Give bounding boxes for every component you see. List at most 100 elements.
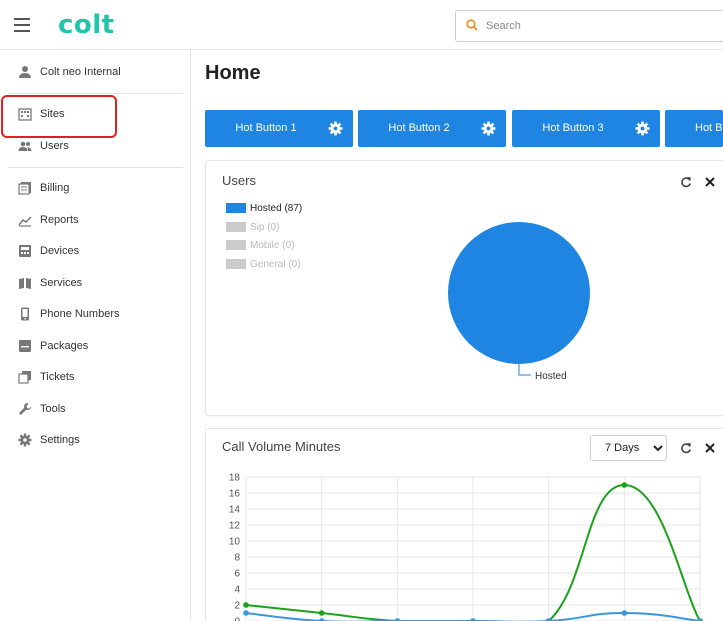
sidebar-item-label: Reports xyxy=(40,214,79,226)
series-point-0[interactable] xyxy=(243,602,249,608)
sidebar-item-tickets[interactable]: Tickets xyxy=(18,367,74,387)
sidebar-item-phone-numbers[interactable]: Phone Numbers xyxy=(18,304,120,324)
y-tick-label: 16 xyxy=(229,489,241,500)
series-line-0 xyxy=(245,483,701,621)
top-header: colt xyxy=(0,0,723,50)
hot-button-label: Hot Button 2 xyxy=(388,122,450,134)
series-point-1[interactable] xyxy=(318,618,325,621)
legend-swatch xyxy=(226,203,246,213)
users-card-title: Users xyxy=(222,173,256,188)
legend-label: Hosted (87) xyxy=(250,202,303,214)
pie-label-hosted: Hosted xyxy=(535,371,567,382)
series-point-0[interactable] xyxy=(318,610,325,616)
series-point-1[interactable] xyxy=(394,618,401,621)
sidebar-item-tools[interactable]: Tools xyxy=(18,399,66,419)
users-pie-chart: Hosted xyxy=(448,222,590,382)
page-title: Home xyxy=(205,62,261,84)
legend-label: Mobile (0) xyxy=(250,239,295,251)
refresh-icon[interactable] xyxy=(680,442,692,454)
reports-icon xyxy=(18,216,32,227)
refresh-icon[interactable] xyxy=(680,176,692,188)
building-icon xyxy=(18,108,32,121)
sidebar-item-label: Services xyxy=(40,277,83,289)
hot-button-1[interactable]: Hot Button 1 xyxy=(205,110,353,147)
legend-item-sip[interactable]: Sip (0) xyxy=(226,221,279,233)
search-icon xyxy=(466,19,478,31)
gear-icon[interactable] xyxy=(328,121,343,136)
series-point-1[interactable] xyxy=(243,610,249,616)
card-tools xyxy=(680,176,716,188)
account-item[interactable]: Colt neo Internal xyxy=(18,62,121,82)
sidebar-item-label: Billing xyxy=(40,182,70,194)
sidebar-item-settings[interactable]: Settings xyxy=(18,430,80,450)
y-tick-label: 14 xyxy=(229,505,241,516)
call-volume-title: Call Volume Minutes xyxy=(222,439,341,454)
sidebar-item-packages[interactable]: Packages xyxy=(18,336,88,356)
menu-icon[interactable] xyxy=(14,18,30,32)
close-icon[interactable] xyxy=(704,442,716,454)
sidebar-item-services[interactable]: Services xyxy=(18,273,82,293)
divider xyxy=(8,167,183,168)
sites-highlight-box xyxy=(1,95,117,138)
sidebar-item-users[interactable]: Users xyxy=(18,136,69,156)
y-tick-label: 18 xyxy=(229,473,241,484)
y-tick-label: 12 xyxy=(229,521,241,532)
sidebar-item-label: Packages xyxy=(40,340,89,352)
user-icon xyxy=(19,66,31,78)
y-tick-label: 10 xyxy=(229,537,241,548)
sidebar-item-reports[interactable]: Reports xyxy=(18,210,79,230)
sidebar-item-billing[interactable]: Billing xyxy=(18,178,69,198)
legend-swatch xyxy=(226,222,246,232)
series-point-0[interactable] xyxy=(621,482,628,488)
y-tick-label: 4 xyxy=(234,585,240,596)
search-input[interactable] xyxy=(486,17,716,35)
legend-swatch xyxy=(226,259,246,269)
legend-swatch xyxy=(226,240,246,250)
search-box[interactable] xyxy=(455,10,723,42)
hot-button-label: Hot Button 1 xyxy=(235,122,297,134)
devices-icon xyxy=(19,245,31,257)
y-tick-label: 8 xyxy=(234,553,240,564)
users-card: Users Hosted (87) Sip (0) Mobile (0) Gen… xyxy=(205,160,723,416)
phone-icon xyxy=(21,307,29,321)
gear-icon[interactable] xyxy=(635,121,650,136)
y-tick-label: 2 xyxy=(234,601,240,612)
range-select[interactable]: 7 Days xyxy=(590,435,667,461)
wrench-icon xyxy=(19,403,31,415)
sidebar-item-label: Tools xyxy=(40,403,66,415)
tickets-icon xyxy=(18,371,31,384)
legend-item-general[interactable]: General (0) xyxy=(226,258,301,270)
close-icon[interactable] xyxy=(704,176,716,188)
sidebar-item-label: Phone Numbers xyxy=(40,308,120,320)
sidebar-item-sites[interactable]: Sites xyxy=(18,104,64,124)
sidebar-item-devices[interactable]: Devices xyxy=(18,241,79,261)
y-tick-label: 6 xyxy=(234,569,240,580)
hot-button-label: Hot Button 4 xyxy=(695,122,723,134)
billing-icon xyxy=(18,182,31,195)
legend-item-hosted[interactable]: Hosted (87) xyxy=(226,202,302,214)
packages-icon xyxy=(19,340,31,352)
series-point-1[interactable] xyxy=(545,618,552,621)
series-point-1[interactable] xyxy=(621,610,628,616)
hot-button-label: Hot Button 3 xyxy=(542,122,604,134)
legend-item-mobile[interactable]: Mobile (0) xyxy=(226,239,294,251)
hot-button-3[interactable]: Hot Button 3 xyxy=(512,110,660,147)
legend-label: Sip (0) xyxy=(250,221,280,233)
users-icon xyxy=(18,141,32,151)
pie-label-leader xyxy=(518,364,531,376)
account-name: Colt neo Internal xyxy=(40,66,121,78)
call-volume-line-chart: 18 16 14 12 10 8 6 4 2 0 xyxy=(229,473,703,621)
colt-logo[interactable]: colt xyxy=(58,10,115,40)
call-volume-card: Call Volume Minutes 7 Days 18 16 14 12 10 8 6 4… xyxy=(205,428,723,621)
sidebar: Colt neo Internal Sites Users Billing Re… xyxy=(0,50,191,621)
sidebar-item-label: Sites xyxy=(40,108,65,120)
sidebar-item-label: Users xyxy=(40,140,69,152)
pie-slice-hosted[interactable] xyxy=(448,222,590,364)
hot-button-2[interactable]: Hot Button 2 xyxy=(358,110,506,147)
series-point-1[interactable] xyxy=(697,618,703,621)
series-point-1[interactable] xyxy=(470,618,476,621)
legend-label: General (0) xyxy=(250,258,301,270)
y-tick-label: 0 xyxy=(234,617,240,621)
gear-icon[interactable] xyxy=(481,121,496,136)
hot-button-4[interactable]: Hot Button 4 xyxy=(665,110,723,147)
